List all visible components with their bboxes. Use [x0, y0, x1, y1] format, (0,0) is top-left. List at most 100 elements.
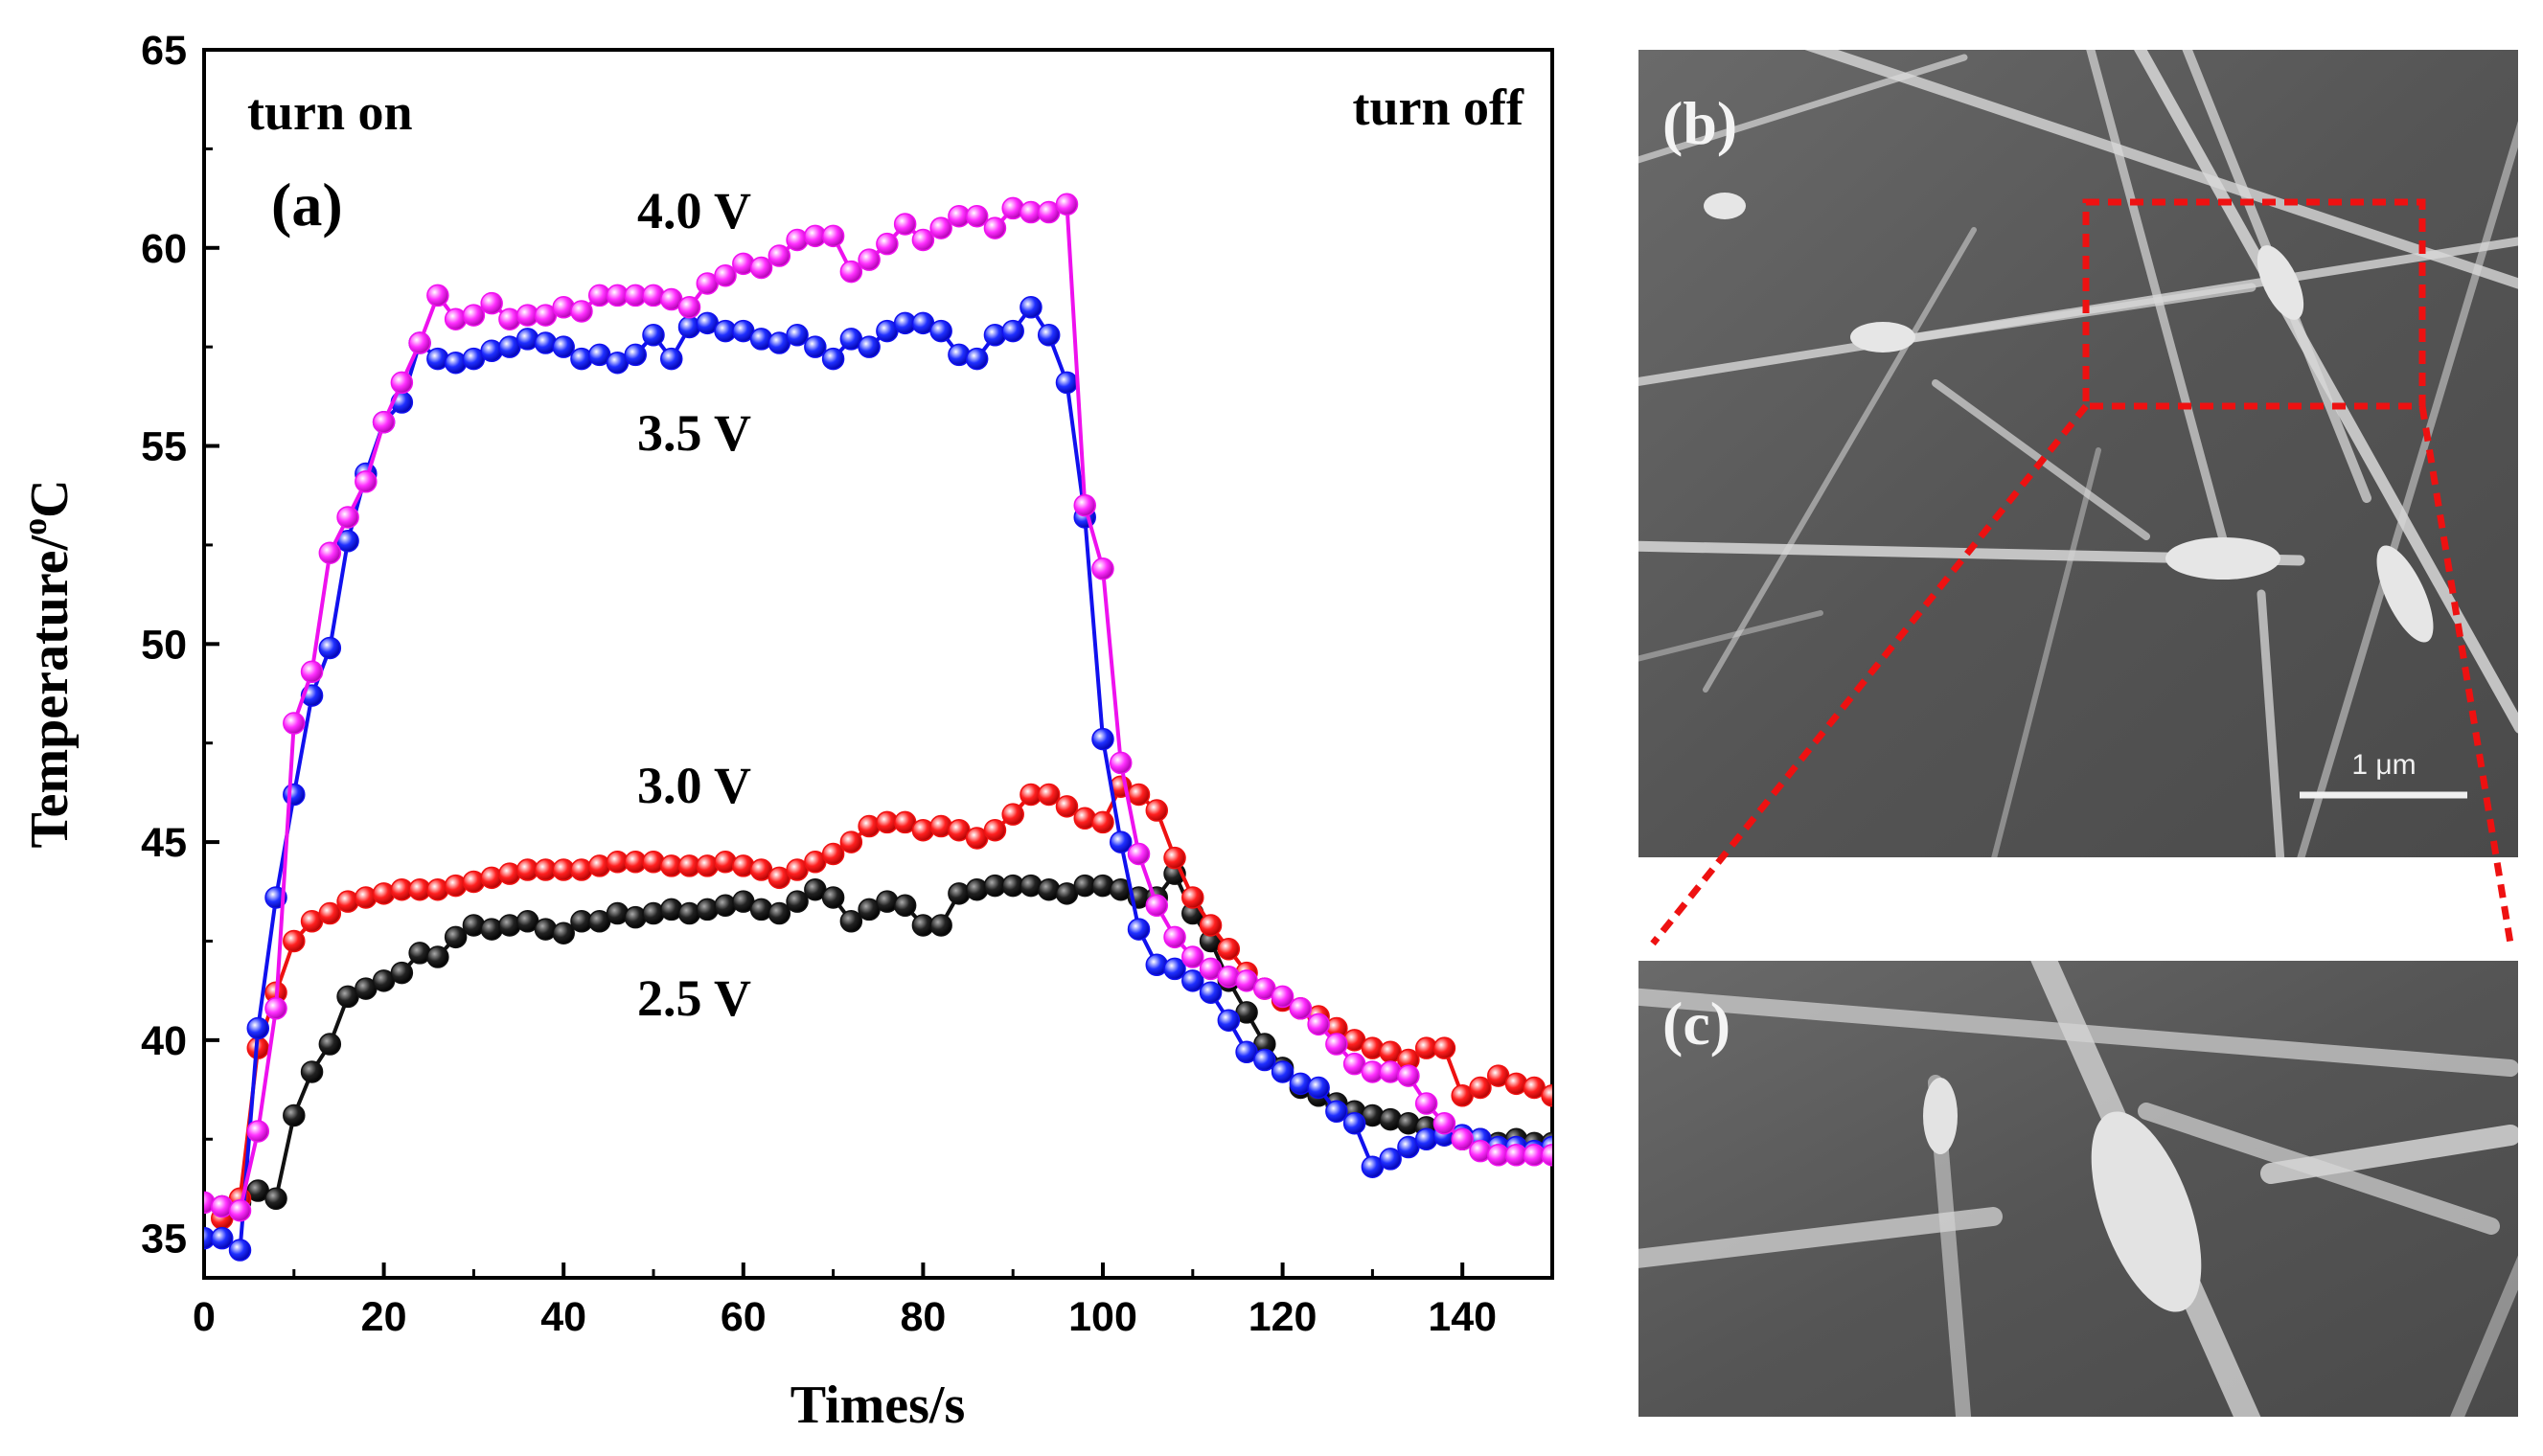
data-point [1307, 1012, 1330, 1036]
data-point [408, 331, 431, 354]
data-point [1289, 997, 1313, 1020]
data-point [1217, 938, 1241, 961]
data-point [1001, 803, 1024, 826]
series-label-3-5v: 3.5 V [637, 404, 751, 462]
data-point [1091, 727, 1114, 751]
data-point [1091, 557, 1114, 580]
data-point [211, 1226, 234, 1250]
data-point [318, 636, 342, 660]
data-point [1217, 1009, 1241, 1032]
plot-frame [202, 48, 1554, 1280]
data-point [1181, 945, 1204, 968]
data-point [1127, 842, 1151, 866]
micrograph-b: 1 μm (b) [1638, 50, 2518, 857]
data-point [1181, 969, 1204, 992]
data-point [821, 347, 845, 371]
axis-ticks: 0 20 40 60 80 100 120 140 35 40 45 50 55 60 65 [141, 28, 1497, 1340]
data-point [749, 256, 773, 280]
data-point [1055, 371, 1079, 395]
data-point [821, 842, 845, 866]
data-point [1379, 1148, 1402, 1171]
data-point [246, 1120, 270, 1143]
data-point [1414, 1092, 1438, 1115]
data-point [228, 1198, 252, 1222]
y-tick-label: 45 [141, 820, 187, 866]
data-point [264, 997, 287, 1020]
data-point [1110, 830, 1133, 853]
y-axis-title-sup: o [15, 518, 54, 535]
data-point [786, 890, 809, 913]
data-point [767, 901, 791, 925]
zoom-connector-left [1650, 403, 2089, 946]
data-point [1181, 886, 1204, 909]
data-point [283, 783, 306, 807]
x-axis-title: Times/s [790, 1376, 966, 1435]
scale-bar-label: 1 μm [2351, 749, 2416, 781]
series-line-4-0v [204, 201, 1552, 1214]
y-axis-title-unit: C [20, 479, 80, 517]
data-point [929, 319, 952, 343]
series-line-3-5v [204, 304, 1552, 1254]
data-point [1397, 1064, 1420, 1087]
data-point [624, 343, 647, 367]
data-point [1451, 1127, 1474, 1151]
data-point [1432, 1111, 1456, 1135]
data-point [552, 921, 575, 944]
y-axis-title-main: Temperature/ [20, 534, 80, 848]
series-label-3-0v: 3.0 V [637, 757, 751, 814]
data-point [929, 914, 952, 937]
data-point [1325, 1100, 1348, 1124]
data-point [283, 712, 306, 735]
data-point [300, 660, 324, 684]
zoom-region-box [2082, 198, 2426, 410]
data-point [1541, 1084, 1552, 1107]
data-point [318, 901, 342, 925]
y-tick-label: 60 [141, 226, 187, 272]
data-point [480, 291, 503, 315]
series-4-0v [204, 193, 1552, 1222]
data-point [893, 213, 917, 236]
turn-off-label: turn off [1353, 79, 1524, 136]
data-point [570, 300, 593, 323]
data-point [983, 216, 1007, 239]
x-tick-label: 40 [540, 1294, 586, 1340]
data-point [839, 910, 863, 933]
data-point [264, 1187, 287, 1211]
y-tick-label: 50 [141, 622, 187, 668]
turn-on-label: turn on [247, 83, 413, 141]
data-point [929, 216, 952, 239]
data-point [228, 1239, 252, 1262]
zoom-connector-right [2418, 405, 2514, 944]
data-point [390, 961, 414, 985]
data-point [300, 1060, 324, 1083]
data-point [1110, 751, 1133, 775]
data-point [1127, 918, 1151, 941]
series-layer [204, 193, 1552, 1262]
data-point [858, 335, 881, 358]
data-point [965, 204, 989, 228]
data-point [1199, 914, 1223, 937]
y-tick-label: 65 [141, 28, 187, 74]
series-3-0v [211, 775, 1552, 1230]
data-point [283, 929, 306, 953]
data-point [677, 296, 701, 319]
data-point [1073, 493, 1096, 517]
data-point [983, 818, 1007, 842]
data-point [660, 347, 683, 371]
data-point [1037, 783, 1061, 807]
data-point [714, 263, 737, 287]
data-point [786, 324, 809, 347]
data-point [1307, 1076, 1330, 1100]
data-point [1432, 1036, 1456, 1059]
x-tick-label: 120 [1249, 1294, 1317, 1340]
data-point [444, 925, 468, 949]
data-point [1019, 296, 1042, 319]
data-point [893, 894, 917, 918]
panel-a-label: (a) [271, 171, 343, 239]
chart-panel: 0 20 40 60 80 100 120 140 35 40 45 50 55 60 65 turn on… [15, 28, 1554, 1435]
data-point [1163, 846, 1186, 870]
x-tick-label: 80 [900, 1294, 946, 1340]
data-point [1055, 193, 1079, 216]
data-point [552, 335, 575, 358]
